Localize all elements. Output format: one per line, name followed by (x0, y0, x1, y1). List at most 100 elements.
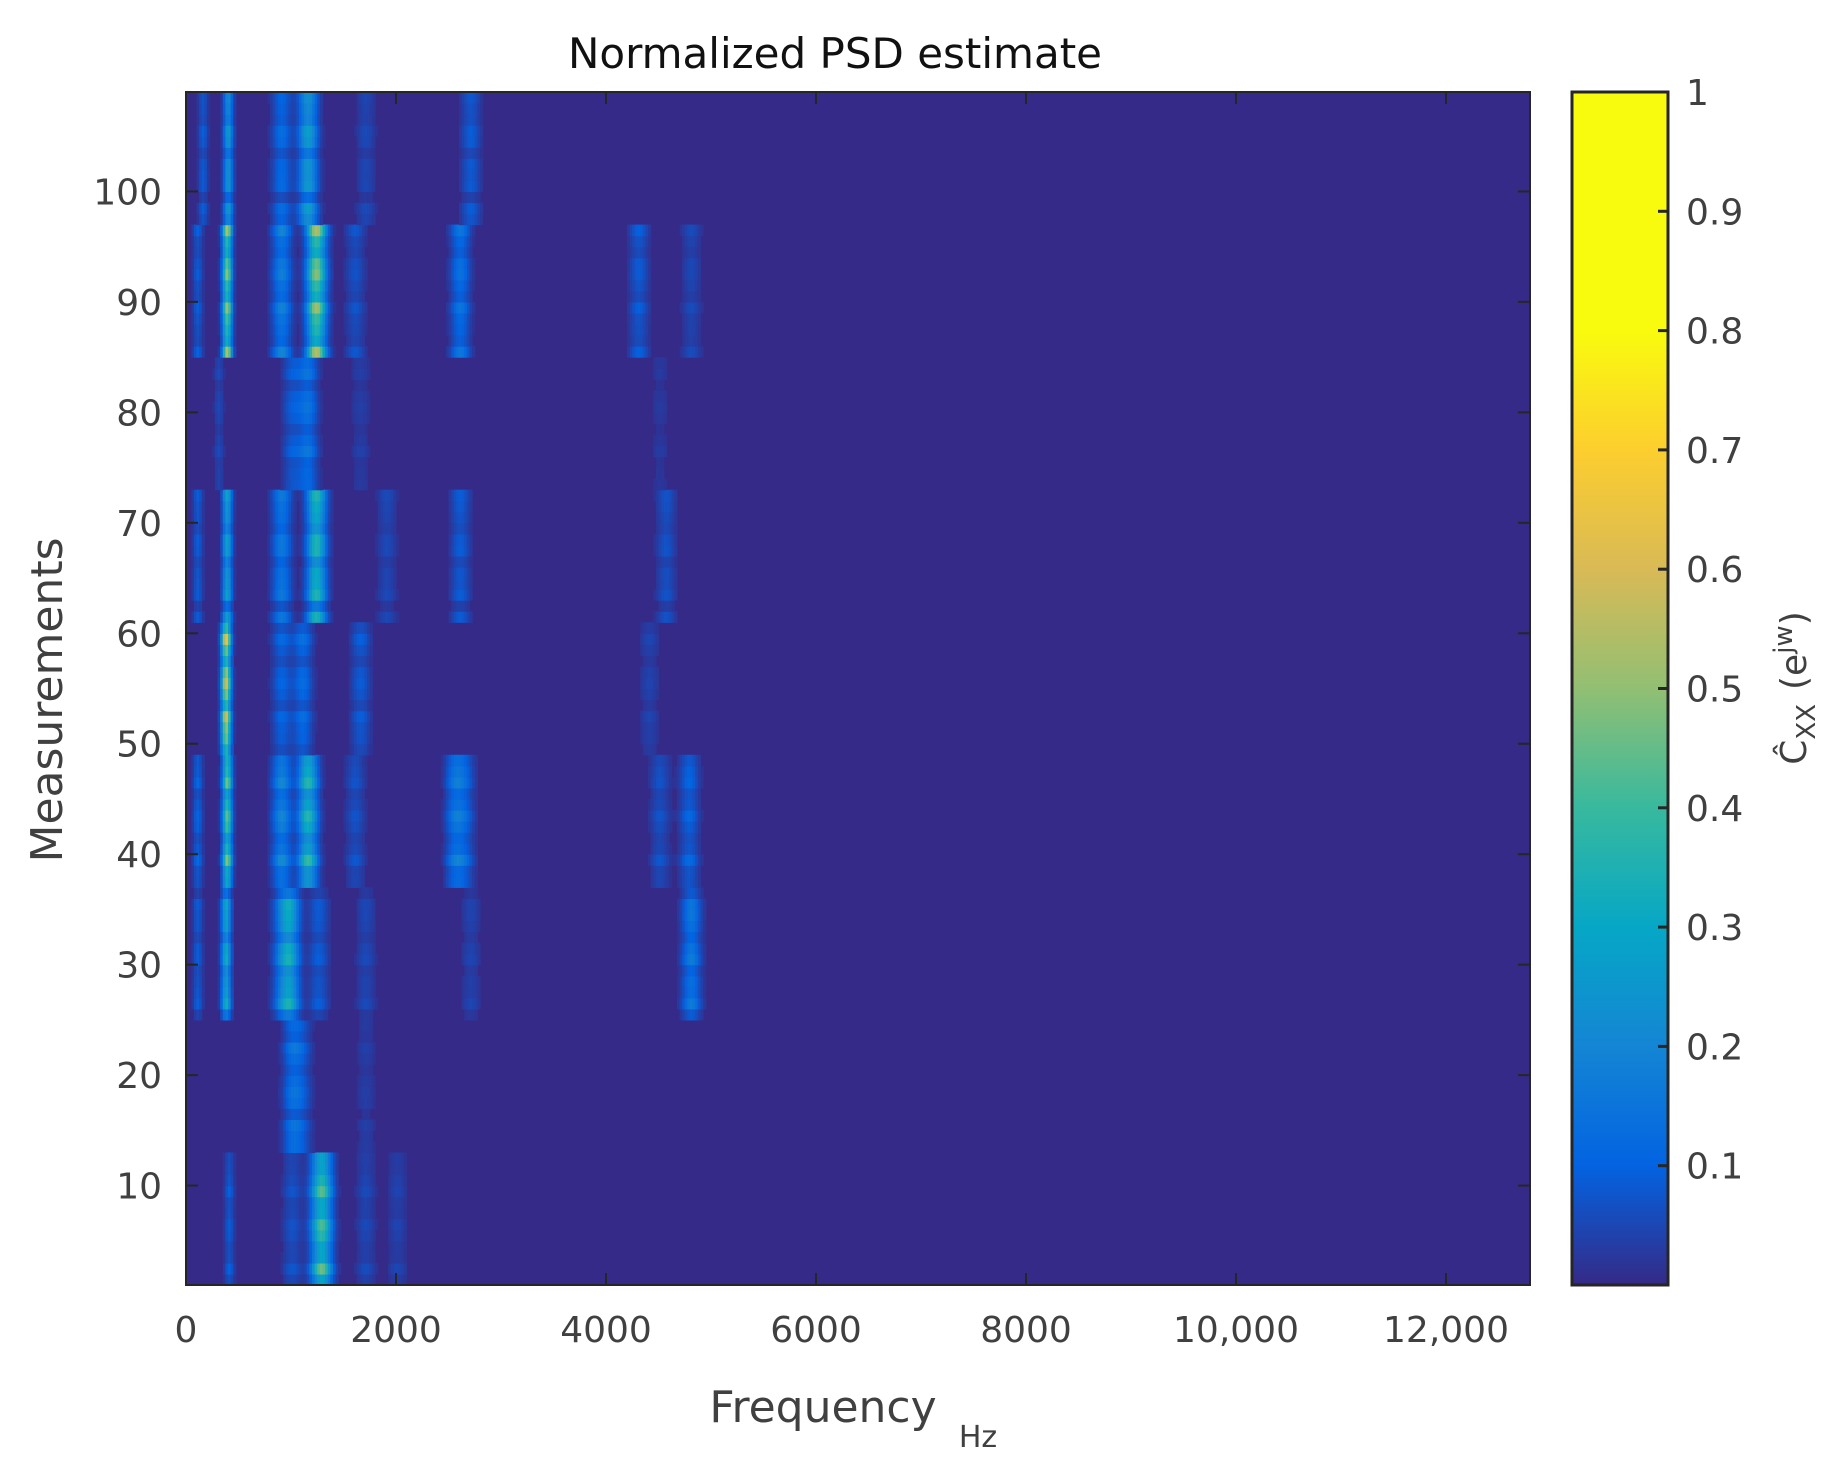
heatmap-cell (193, 876, 198, 888)
heatmap-cell (356, 677, 360, 690)
heatmap-cell (288, 942, 292, 955)
heatmap-cell (301, 191, 305, 204)
heatmap-cell (220, 633, 224, 645)
heatmap-cell (285, 401, 289, 413)
heatmap-cell (228, 754, 232, 767)
heatmap-cell (695, 942, 699, 955)
heatmap-cell (464, 810, 468, 822)
heatmap-cell (671, 810, 675, 822)
heatmap-cell (296, 379, 300, 391)
heatmap-cell (687, 909, 691, 922)
heatmap-cell (233, 1262, 237, 1275)
heatmap-cell (382, 566, 387, 579)
heatmap-cell (306, 1064, 310, 1076)
heatmap-cell (317, 964, 321, 977)
heatmap-cell (233, 500, 237, 513)
heatmap-cell (285, 434, 289, 447)
heatmap-cell (309, 942, 313, 955)
heatmap-cell (301, 622, 305, 634)
heatmap-cell (314, 754, 318, 767)
heatmap-cell (280, 290, 284, 303)
heatmap-cell (356, 1163, 360, 1176)
heatmap-cell (661, 578, 665, 590)
heatmap-cell (225, 191, 229, 204)
heatmap-cell (220, 677, 224, 690)
heatmap-cell (222, 578, 226, 590)
heatmap-cell (196, 533, 200, 546)
heatmap-cell (640, 622, 644, 634)
heatmap-cell (369, 898, 373, 911)
heatmap-cell (233, 544, 237, 557)
heatmap-cell (277, 898, 282, 911)
heatmap-cell (291, 832, 295, 844)
heatmap-cell (319, 202, 324, 215)
heatmap-cell (361, 798, 366, 811)
heatmap-cell (697, 290, 702, 303)
heatmap-cell (306, 323, 310, 336)
heatmap-cell (293, 390, 297, 402)
heatmap-cell (351, 346, 355, 358)
heatmap-cell (270, 909, 274, 922)
heatmap-cell (309, 920, 313, 933)
heatmap-cell (196, 754, 200, 767)
heatmap-cell (280, 600, 284, 612)
heatmap-cell (348, 732, 352, 745)
heatmap-cell (228, 699, 232, 712)
heatmap-cell (233, 1218, 237, 1231)
heatmap-cell (661, 754, 665, 767)
heatmap-cell (461, 511, 465, 524)
heatmap-cell (456, 312, 460, 325)
heatmap-cell (293, 1240, 297, 1253)
heatmap-cell (322, 898, 326, 911)
heatmap-cell (372, 1053, 376, 1065)
heatmap-cell (653, 633, 657, 645)
heatmap-cell (692, 986, 696, 999)
heatmap-cell (225, 346, 229, 358)
heatmap-cell (451, 854, 455, 866)
heatmap-cell (351, 335, 355, 347)
heatmap-cell (277, 290, 282, 303)
heatmap-cell (634, 312, 639, 325)
heatmap-cell (325, 600, 329, 612)
heatmap-cell (298, 401, 303, 413)
heatmap-cell (222, 732, 226, 745)
heatmap-cell (663, 876, 667, 888)
heatmap-cell (390, 1185, 394, 1198)
heatmap-cell (367, 202, 371, 215)
heatmap-cell (222, 257, 226, 270)
heatmap-cell (220, 909, 224, 922)
heatmap-cell (280, 1064, 284, 1076)
heatmap-cell (296, 533, 300, 546)
heatmap-cell (629, 279, 633, 292)
heatmap-cell (640, 246, 644, 259)
heatmap-cell (466, 942, 471, 955)
heatmap-cell (674, 489, 678, 502)
heatmap-cell (233, 268, 237, 281)
heatmap-cell (301, 1119, 305, 1131)
heatmap-cell (280, 1141, 284, 1154)
heatmap-cell (692, 975, 696, 988)
heatmap-cell (201, 489, 205, 502)
heatmap-cell (312, 909, 316, 922)
heatmap-cell (283, 511, 287, 524)
heatmap-cell (653, 765, 657, 778)
heatmap-cell (445, 765, 450, 778)
heatmap-cell (364, 1218, 368, 1231)
heatmap-cell (325, 1196, 329, 1209)
heatmap-cell (372, 909, 376, 922)
heatmap-cell (201, 975, 205, 988)
heatmap-cell (233, 566, 237, 579)
heatmap-cell (217, 434, 221, 447)
heatmap-cell (270, 821, 274, 833)
heatmap-cell (684, 876, 688, 888)
heatmap-cell (277, 832, 282, 844)
heatmap-cell (317, 1163, 321, 1176)
heatmap-cell (225, 290, 229, 303)
heatmap-cell (361, 180, 366, 193)
heatmap-cell (474, 975, 478, 988)
heatmap-cell (645, 644, 649, 656)
heatmap-cell (330, 301, 334, 314)
heatmap-cell (322, 931, 326, 944)
heatmap-cell (354, 997, 358, 1010)
heatmap-cell (301, 578, 305, 590)
